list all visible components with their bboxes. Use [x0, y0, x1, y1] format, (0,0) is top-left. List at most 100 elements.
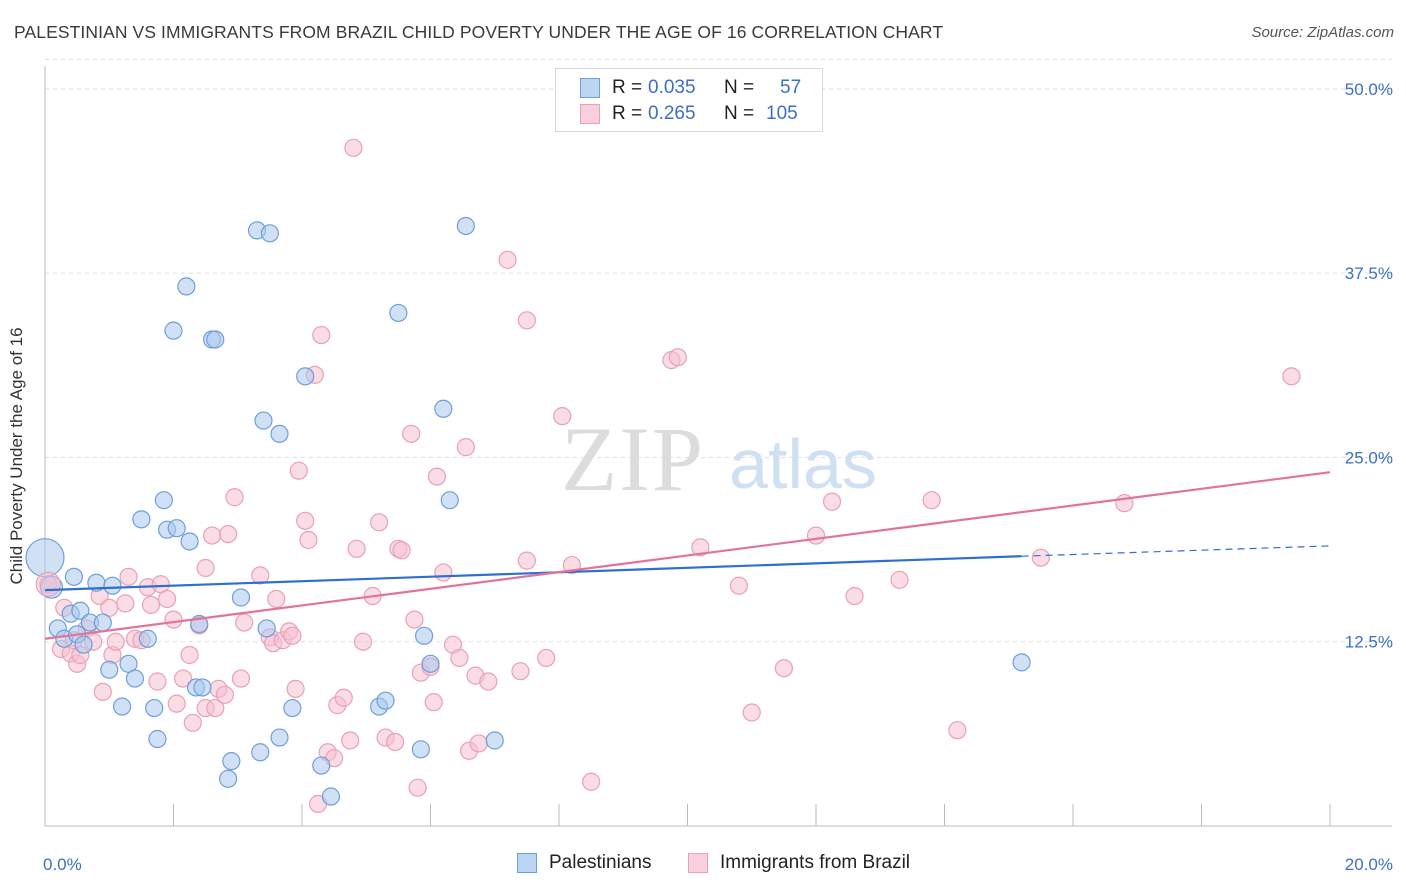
brazil-point	[296, 511, 315, 530]
palestinians-point	[93, 613, 112, 632]
brazil-swatch	[580, 104, 600, 124]
palestinians-point	[411, 740, 430, 759]
y-tick-label: 25.0%	[1345, 448, 1393, 467]
brazil-point	[215, 685, 234, 704]
palestinians-point	[132, 510, 151, 529]
palestinians-point	[1012, 653, 1031, 672]
palestinians-point	[389, 303, 408, 323]
r-label: R =	[612, 77, 643, 98]
brazil-point	[424, 693, 443, 712]
palestinians-point	[257, 619, 276, 638]
legend-item-palestinians: Palestinians	[517, 852, 651, 874]
palestinians-point	[283, 698, 302, 718]
palestinians-point	[421, 654, 440, 673]
brazil-point	[183, 713, 202, 732]
palestinians-point	[177, 277, 196, 296]
brazil-point	[119, 567, 138, 586]
brazil-point	[582, 772, 601, 791]
palestinians-point	[222, 752, 241, 771]
watermark-zip: ZIP	[561, 408, 705, 510]
palestinians-point	[206, 330, 225, 349]
brazil-point	[231, 669, 251, 688]
palestinians-point	[125, 669, 145, 688]
brazil-trend-line	[44, 471, 1331, 640]
brazil-point	[668, 348, 687, 367]
brazil-point	[822, 492, 842, 511]
brazil-point	[517, 551, 536, 570]
stats-legend-row-brazil: R = 0.265 N = 105	[580, 102, 798, 126]
brazil-point	[774, 659, 793, 678]
palestinians-point	[71, 601, 90, 620]
grid-lines	[45, 58, 1392, 643]
brazil-point	[511, 662, 530, 681]
palestinians-point	[154, 491, 173, 510]
palestinians-point	[164, 321, 183, 340]
n-value: 57	[780, 77, 802, 98]
brazil-point	[225, 488, 244, 507]
brazil-point	[353, 632, 373, 651]
palestinians-point	[376, 691, 395, 710]
palestinians-point	[167, 519, 186, 538]
palestinians-point	[100, 660, 119, 679]
palestinians-point	[434, 399, 453, 418]
palestinians-trend-line	[44, 555, 1022, 592]
brazil-legend-swatch	[688, 853, 708, 873]
tick-labels: 12.5% 25.0% 37.5% 50.0% 0.0% 20.0%	[43, 80, 1393, 874]
brazil-point	[35, 571, 61, 597]
brazil-point	[344, 138, 363, 157]
brazil-point	[392, 541, 411, 560]
r-label: R =	[612, 103, 643, 124]
brazil-point	[283, 626, 302, 645]
brazil-point	[347, 539, 366, 558]
brazil-point	[157, 589, 177, 609]
brazil-point	[370, 513, 389, 532]
palestinians-point	[25, 538, 65, 578]
legend-label: Palestinians	[549, 852, 652, 873]
brazil-point	[141, 595, 161, 614]
r-value: 0.265	[648, 103, 696, 124]
series-legend: Palestinians Immigrants from Brazil	[0, 852, 1406, 878]
palestinians-point	[231, 588, 251, 607]
palestinians-point	[148, 729, 167, 749]
brazil-point	[251, 566, 270, 585]
x-tick-label: 20.0%	[1345, 855, 1393, 874]
brazil-point	[1282, 367, 1301, 386]
palestinians-point	[219, 769, 238, 788]
x-tick-label: 0.0%	[43, 855, 82, 874]
brazil-point	[286, 679, 305, 698]
legend-item-brazil: Immigrants from Brazil	[688, 852, 910, 874]
brazil-point	[267, 589, 286, 609]
brazil-point	[729, 576, 749, 595]
palestinians-point	[180, 532, 199, 551]
trend-lines	[44, 471, 1331, 640]
palestinians-point	[485, 731, 504, 750]
brazil-point	[164, 610, 183, 629]
brazil-point	[456, 438, 475, 457]
brazil-point	[469, 734, 488, 753]
brazil-point	[806, 526, 826, 545]
palestinians-point	[145, 698, 164, 718]
stats-legend-row-palestinians: R = 0.035 N = 57	[580, 76, 801, 100]
n-label: N =	[724, 77, 755, 98]
palestinians-swatch	[580, 78, 600, 98]
brazil-point	[341, 731, 360, 750]
brazil-point	[742, 703, 761, 722]
palestinians-point	[251, 743, 270, 762]
watermark: ZIP atlas	[561, 408, 877, 510]
stats-legend: R = 0.035 N = 57 R = 0.265 N = 105	[555, 68, 823, 132]
brazil-point	[219, 524, 238, 544]
data-points	[25, 138, 1301, 813]
y-tick-label: 50.0%	[1345, 80, 1393, 99]
brazil-point	[299, 530, 318, 550]
brazil-point	[427, 467, 447, 486]
brazil-point	[180, 645, 199, 665]
brazil-point	[334, 688, 353, 707]
palestinians-point	[270, 728, 289, 747]
n-value: 105	[766, 103, 798, 124]
palestinians-trend-extension	[1021, 545, 1331, 557]
palestinians-legend-swatch	[517, 853, 537, 873]
brazil-point	[553, 407, 572, 426]
brazil-point	[206, 698, 225, 718]
palestinians-point	[74, 635, 93, 654]
